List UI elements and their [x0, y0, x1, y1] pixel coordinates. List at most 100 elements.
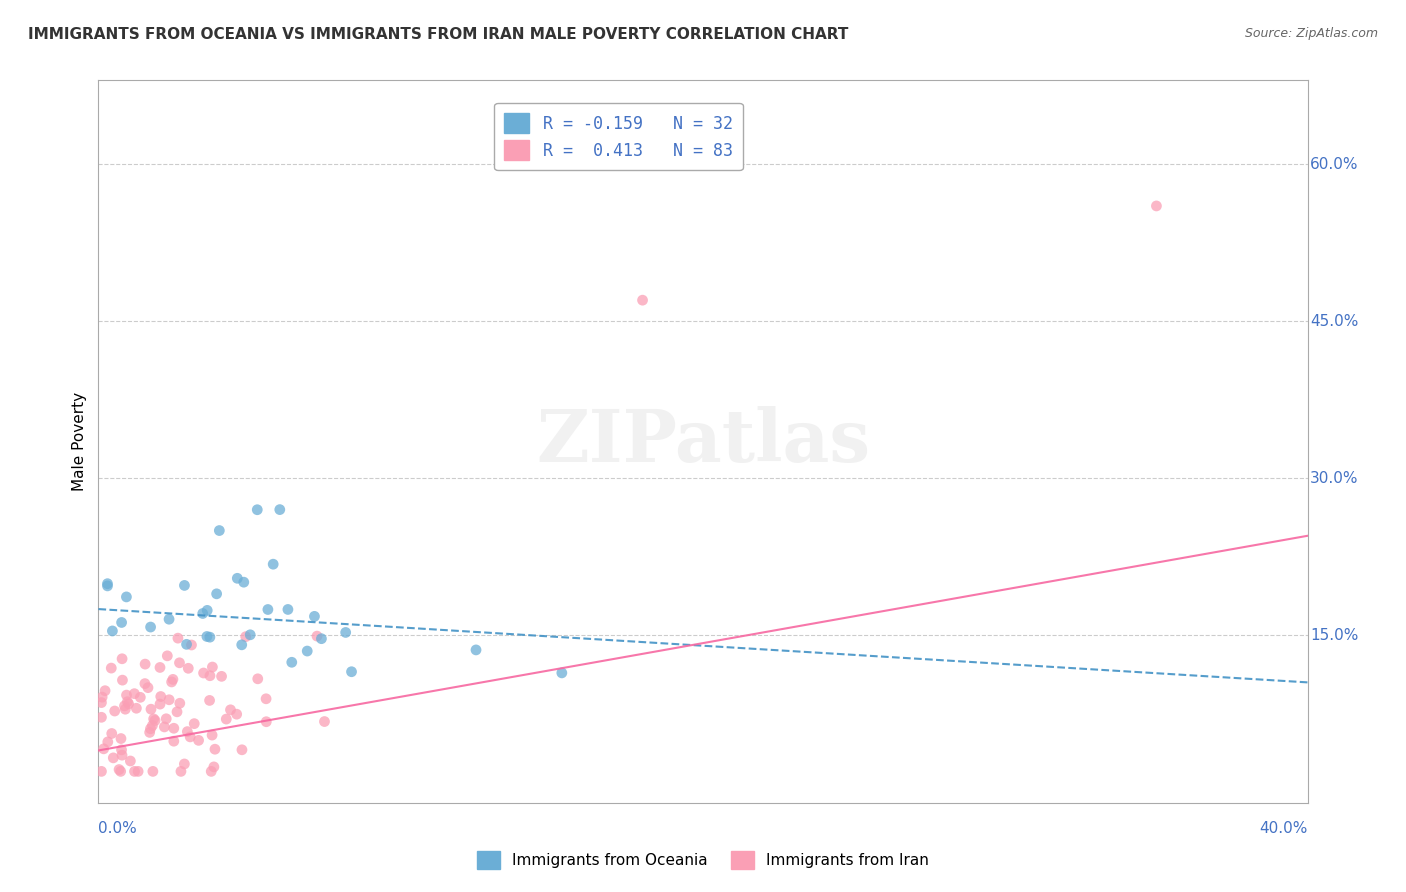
Point	[198, 669, 221, 683]
Point	[211, 669, 233, 683]
Point	[195, 603, 218, 617]
Point	[134, 657, 156, 672]
Point	[111, 673, 134, 687]
Point	[551, 665, 574, 680]
Point	[631, 293, 654, 308]
Text: 45.0%: 45.0%	[1310, 314, 1358, 328]
Point	[225, 707, 247, 722]
Point	[215, 712, 238, 726]
Point	[262, 558, 284, 572]
Point	[91, 690, 114, 705]
Point	[176, 637, 198, 651]
Point	[156, 648, 179, 663]
Text: 15.0%: 15.0%	[1310, 628, 1358, 643]
Point	[100, 661, 122, 675]
Point	[183, 716, 205, 731]
Point	[305, 629, 328, 643]
Point	[269, 502, 291, 516]
Point	[125, 701, 148, 715]
Point	[124, 764, 146, 779]
Point	[96, 576, 118, 591]
Point	[162, 673, 184, 687]
Point	[138, 725, 160, 739]
Point	[110, 615, 132, 630]
Point	[97, 735, 120, 749]
Point	[160, 675, 183, 690]
Point	[1144, 199, 1167, 213]
Text: 60.0%: 60.0%	[1310, 157, 1358, 171]
Point	[115, 590, 138, 604]
Point	[149, 660, 172, 674]
Point	[187, 733, 209, 747]
Point	[114, 702, 136, 716]
Point	[96, 579, 118, 593]
Point	[127, 764, 149, 779]
Point	[311, 632, 333, 646]
Point	[90, 764, 112, 779]
Point	[246, 672, 269, 686]
Point	[142, 712, 165, 726]
Point	[100, 726, 122, 740]
Point	[177, 661, 200, 675]
Point	[219, 703, 242, 717]
Point	[103, 751, 125, 765]
Point	[120, 754, 142, 768]
Y-axis label: Male Poverty: Male Poverty	[72, 392, 87, 491]
Point	[104, 704, 127, 718]
Point	[94, 683, 117, 698]
Point	[195, 630, 218, 644]
Point	[129, 690, 152, 705]
Point	[101, 624, 124, 638]
Point	[141, 718, 163, 732]
Point	[173, 578, 195, 592]
Point	[90, 710, 112, 724]
Point	[166, 705, 188, 719]
Point	[235, 630, 257, 644]
Point	[314, 714, 336, 729]
Point	[149, 690, 172, 704]
Text: 0.0%: 0.0%	[98, 821, 138, 836]
Point	[204, 742, 226, 756]
Text: 30.0%: 30.0%	[1310, 471, 1358, 485]
Point	[157, 612, 180, 626]
Point	[139, 620, 162, 634]
Point	[108, 763, 131, 777]
Point	[115, 688, 138, 702]
Point	[239, 628, 262, 642]
Point	[114, 698, 136, 713]
Point	[117, 697, 139, 711]
Point	[111, 748, 134, 763]
Point	[193, 665, 215, 680]
Point	[281, 655, 304, 669]
Point	[198, 630, 221, 644]
Text: Source: ZipAtlas.com: Source: ZipAtlas.com	[1244, 27, 1378, 40]
Point	[93, 741, 115, 756]
Point	[335, 625, 357, 640]
Point	[465, 643, 488, 657]
Point	[198, 693, 221, 707]
Point	[176, 724, 198, 739]
Point	[277, 602, 299, 616]
Point	[169, 696, 191, 710]
Point	[170, 764, 193, 779]
Point	[157, 692, 180, 706]
Point	[257, 602, 280, 616]
Point	[139, 722, 162, 736]
Point	[169, 656, 191, 670]
Point	[124, 687, 146, 701]
Point	[117, 695, 139, 709]
Point	[304, 609, 326, 624]
Point	[226, 571, 249, 585]
Point	[231, 743, 253, 757]
Point	[142, 764, 165, 779]
Point	[136, 681, 159, 695]
Point	[231, 638, 253, 652]
Point	[254, 691, 277, 706]
Point	[111, 652, 134, 666]
Point	[173, 756, 195, 771]
Text: 40.0%: 40.0%	[1260, 821, 1308, 836]
Point	[297, 644, 319, 658]
Point	[153, 720, 176, 734]
Point	[149, 697, 172, 711]
Point	[179, 730, 201, 744]
